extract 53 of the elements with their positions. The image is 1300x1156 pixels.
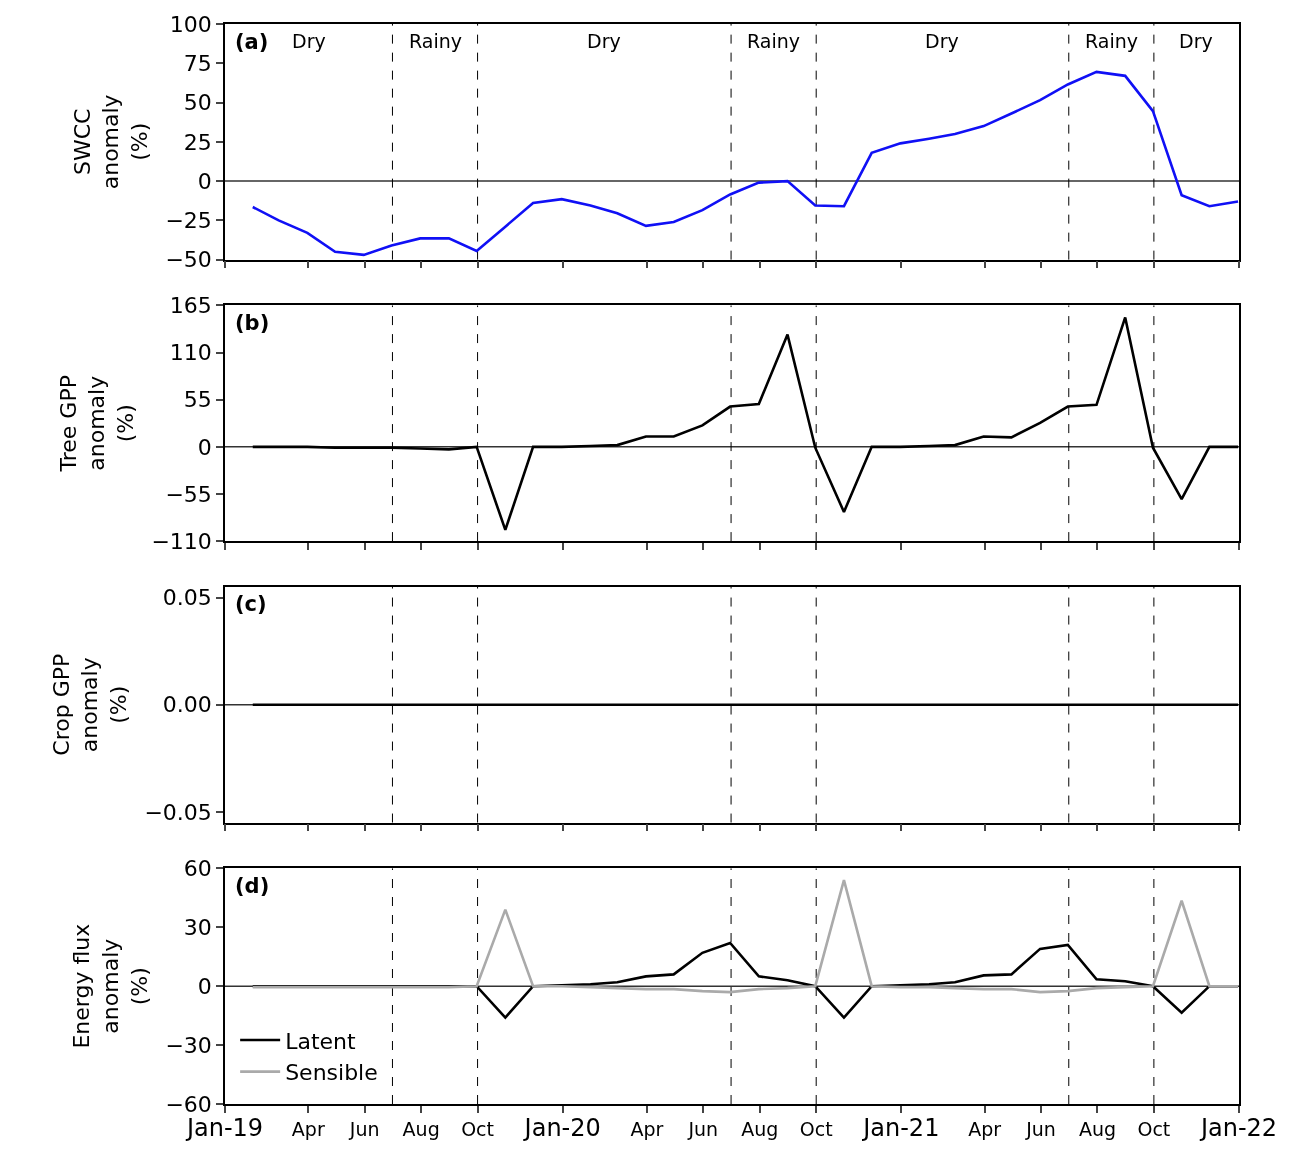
legend-label: Latent — [285, 1028, 356, 1054]
y-tick-label: 55 — [183, 387, 212, 413]
y-tick-label: −30 — [165, 1032, 212, 1058]
annotation: (b) — [235, 311, 270, 335]
y-tick-label: 0 — [197, 168, 212, 194]
y-tick-label: −0.05 — [144, 799, 212, 825]
annotation: Dry — [925, 30, 959, 52]
y-tick-label: 165 — [169, 293, 212, 319]
annotation: Rainy — [747, 30, 800, 52]
annotation: (a) — [235, 30, 269, 54]
annotation: Rainy — [409, 30, 462, 52]
y-tick-label: 50 — [183, 90, 212, 116]
annotation: (c) — [235, 592, 267, 616]
y-tick-label: 110 — [169, 340, 212, 366]
x-tick-label: Apr — [291, 1117, 325, 1140]
y-tick-label: 0.05 — [162, 585, 212, 611]
x-tick-label: Aug — [402, 1117, 440, 1140]
y-axis-title: Crop GPP anomaly (%) — [48, 653, 131, 756]
annotation: (d) — [235, 874, 270, 898]
x-tick-label: Apr — [968, 1117, 1002, 1140]
y-tick-label: 25 — [183, 129, 212, 155]
y-tick-label: 0.00 — [162, 692, 212, 718]
x-tick-label: Jun — [1025, 1117, 1056, 1140]
x-tick-label: Jan-20 — [522, 1113, 601, 1142]
x-tick-label: Jun — [687, 1117, 719, 1140]
x-tick-label: Jun — [348, 1117, 380, 1140]
annotation: Dry — [292, 30, 326, 52]
legend-label: Sensible — [285, 1060, 378, 1086]
y-tick-label: 30 — [183, 914, 212, 940]
x-tick-label: Jan-21 — [861, 1113, 940, 1142]
x-tick-label: Oct — [461, 1117, 494, 1140]
y-tick-label: 100 — [169, 11, 212, 37]
x-tick-label: Oct — [1137, 1117, 1171, 1140]
annotation: Dry — [1179, 30, 1213, 52]
y-tick-label: 0 — [197, 434, 212, 460]
y-tick-label: −50 — [165, 247, 212, 273]
y-tick-label: 0 — [197, 973, 212, 999]
y-tick-label: −110 — [151, 528, 212, 554]
y-tick-label: −25 — [165, 208, 212, 234]
y-axis-title: Energy flux anomaly (%) — [69, 923, 152, 1049]
y-tick-label: −55 — [165, 481, 212, 507]
x-tick-label: Jan-22 — [1198, 1113, 1278, 1142]
x-tick-label: Oct — [799, 1117, 833, 1140]
x-tick-label: Aug — [1078, 1117, 1116, 1140]
y-axis-title: SWCC anomaly (%) — [69, 94, 152, 190]
line-series — [251, 70, 1239, 257]
y-axis-title: Tree GPP anomaly (%) — [55, 375, 138, 473]
annotation: Dry — [587, 30, 621, 52]
x-tick-label: Apr — [630, 1117, 664, 1140]
y-tick-label: 75 — [183, 50, 212, 76]
y-tick-label: 60 — [183, 856, 212, 882]
annotation: Rainy — [1085, 30, 1138, 52]
x-tick-label: Aug — [741, 1117, 779, 1140]
